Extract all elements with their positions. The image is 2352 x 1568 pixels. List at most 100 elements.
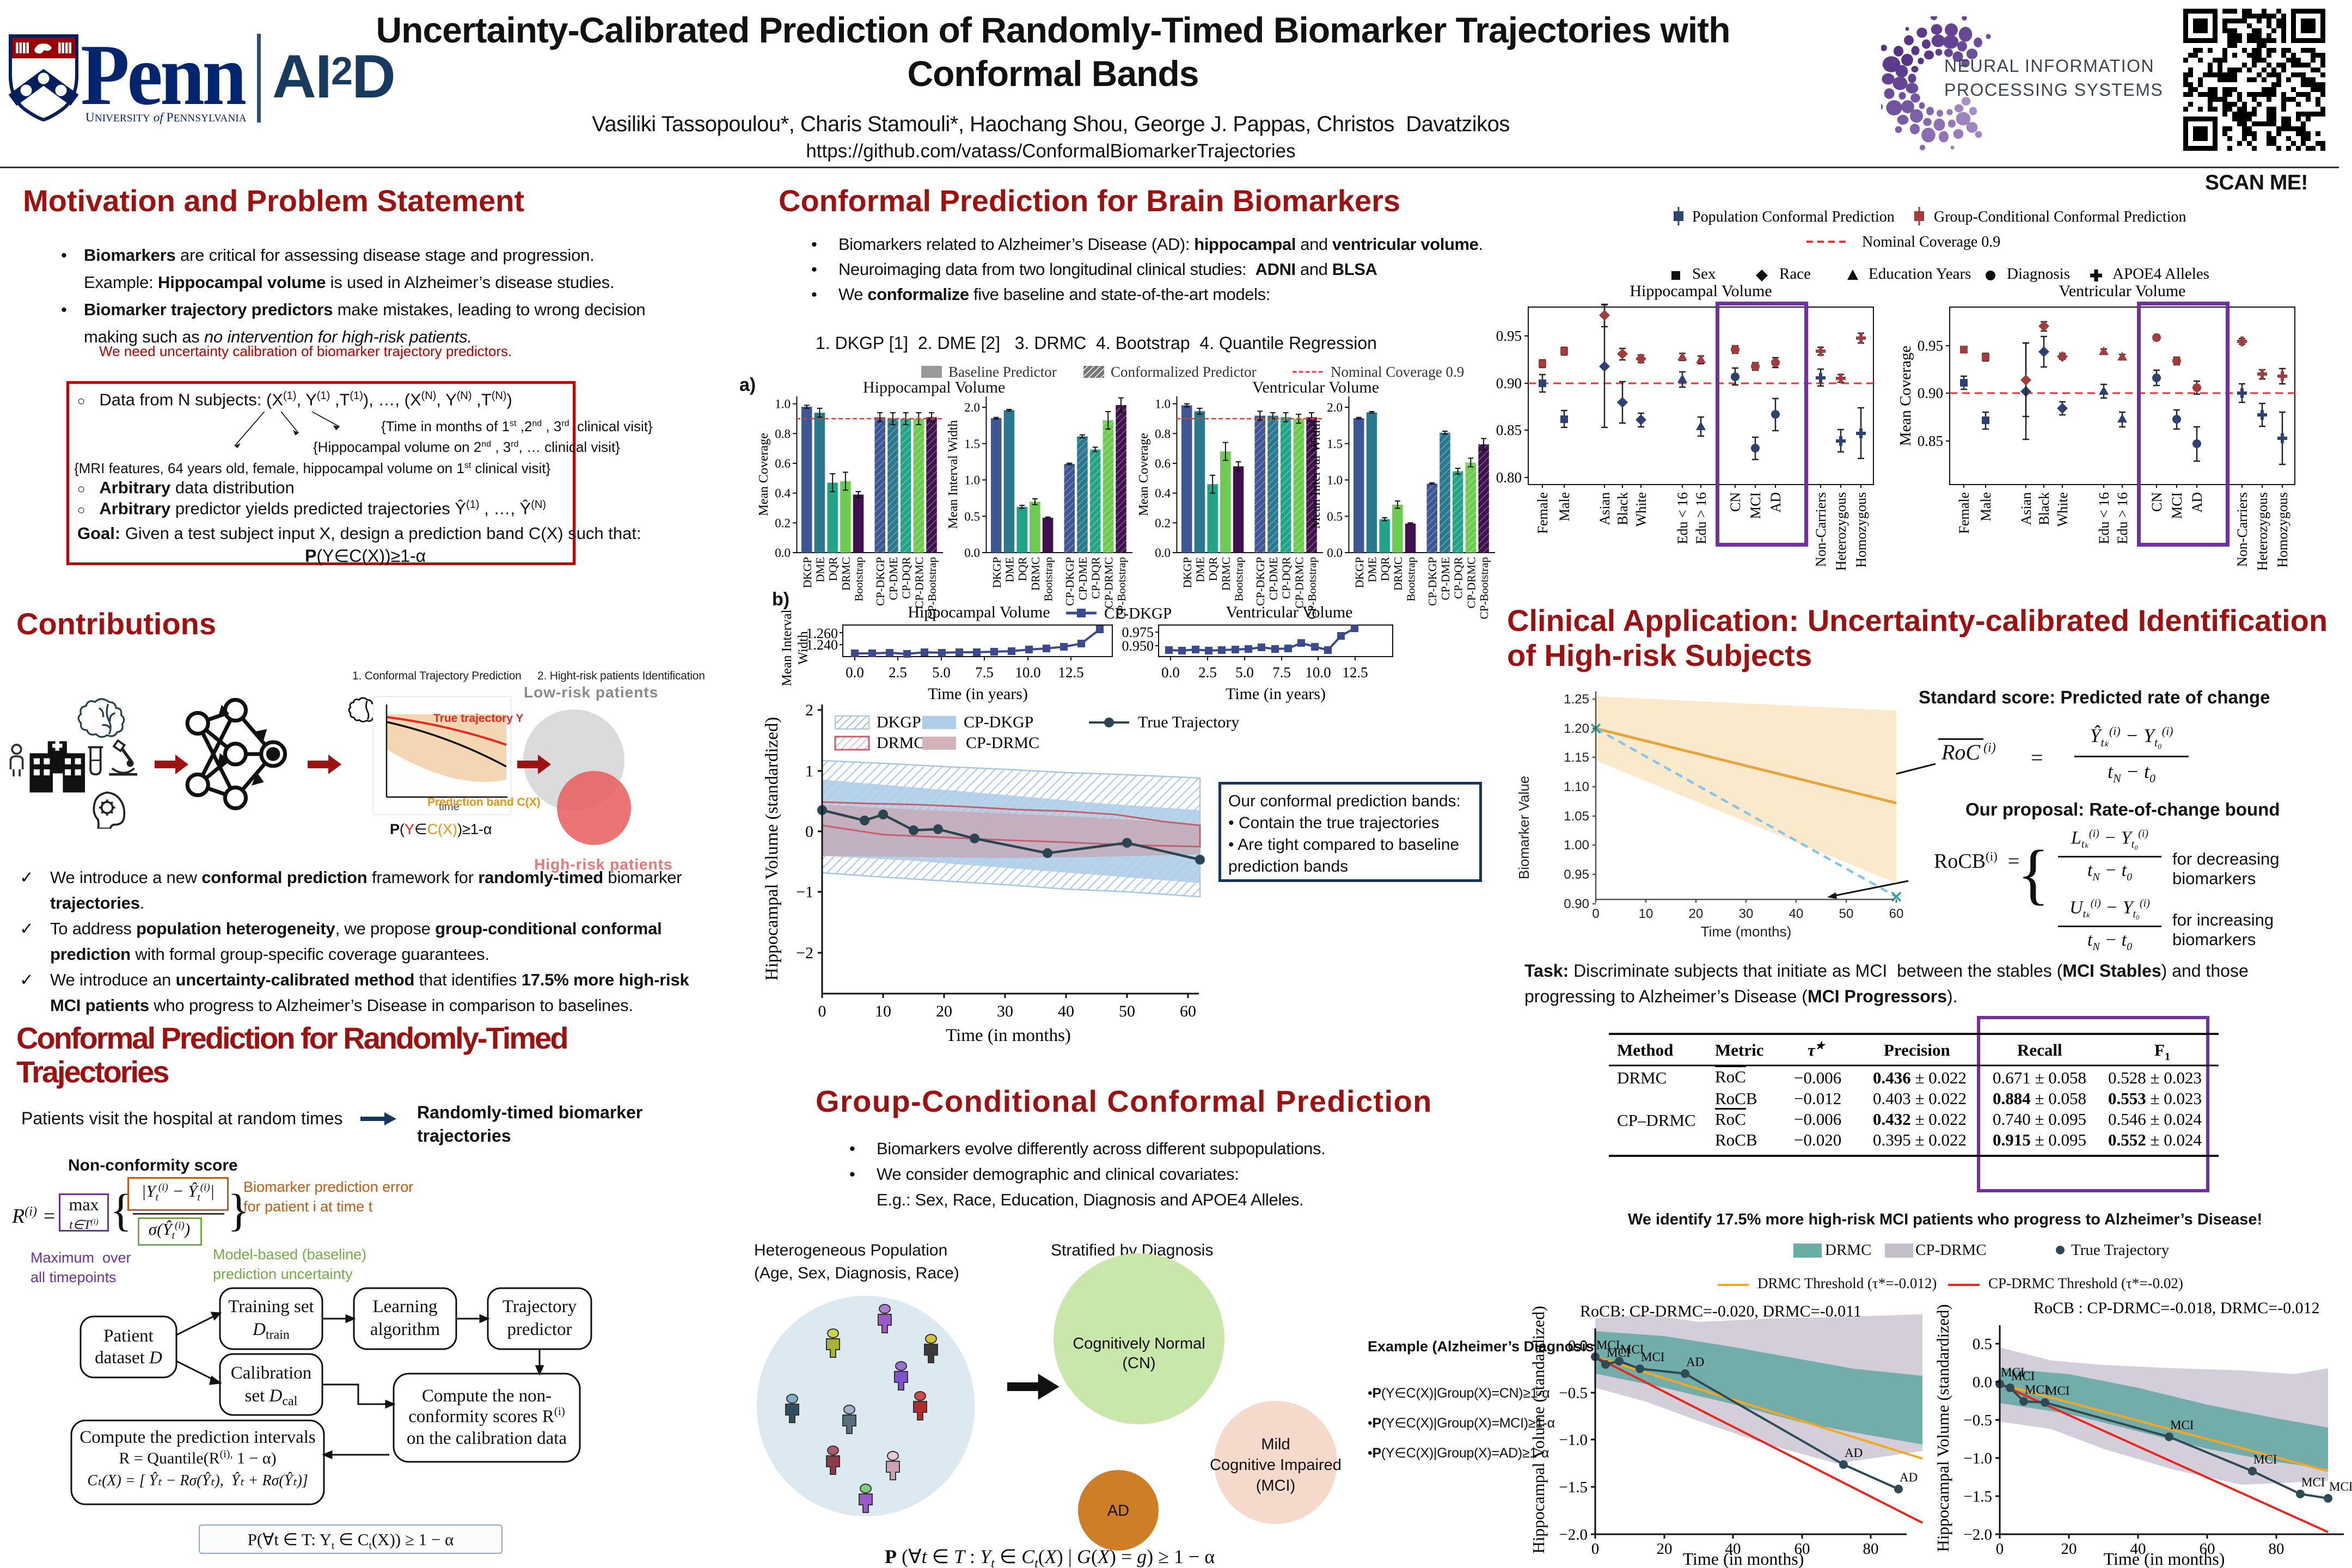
svg-text:CP-Bootstrap: CP-Bootstrap bbox=[1306, 557, 1319, 619]
svg-text:DRMC: DRMC bbox=[1029, 557, 1042, 591]
svg-text:Cₜ(X) = [ Ŷₜ − Rσ(Ŷₜ), Ŷₜ + R: Cₜ(X) = [ Ŷₜ − Rσ(Ŷₜ), Ŷₜ + Rσ(Ŷₜ)] bbox=[87, 1472, 308, 1489]
svg-text:Nominal Coverage 0.9: Nominal Coverage 0.9 bbox=[1331, 364, 1464, 380]
svg-text:Edu < 16: Edu < 16 bbox=[2096, 492, 2112, 544]
svg-text:0.4: 0.4 bbox=[1155, 487, 1171, 500]
svg-text:RoCB : CP-DRMC=-0.018, DRMC=-0: RoCB : CP-DRMC=-0.018, DRMC=-0.012 bbox=[2033, 1299, 2320, 1317]
svg-text:CP-DQR: CP-DQR bbox=[1280, 557, 1293, 599]
svg-text:Time (in years): Time (in years) bbox=[1226, 685, 1326, 703]
svg-text:40: 40 bbox=[1725, 1540, 1741, 1558]
svg-text:F1: F1 bbox=[2154, 1040, 2170, 1063]
svg-text:AD: AD bbox=[1107, 1502, 1129, 1520]
svg-text:Trajectory: Trajectory bbox=[503, 1297, 577, 1316]
svg-text:0.0: 0.0 bbox=[1327, 546, 1343, 560]
svg-text:40: 40 bbox=[1789, 906, 1804, 921]
svg-text:Hippocampal Volume: Hippocampal Volume bbox=[1630, 282, 1772, 300]
svg-text:10: 10 bbox=[875, 1002, 891, 1020]
svg-text:Mean Coverage: Mean Coverage bbox=[1897, 346, 1914, 446]
svg-text:(MCI): (MCI) bbox=[1256, 1477, 1295, 1494]
svg-text:CP-DRMC: CP-DRMC bbox=[1293, 557, 1306, 609]
svg-text:7.5: 7.5 bbox=[975, 664, 994, 681]
svg-text:Time (in months): Time (in months) bbox=[946, 1026, 1071, 1045]
svg-text:Precision: Precision bbox=[1884, 1040, 1950, 1059]
svg-text:MCI: MCI bbox=[1641, 1350, 1664, 1364]
svg-text:1.0: 1.0 bbox=[1327, 474, 1343, 487]
svg-text:on the calibration data: on the calibration data bbox=[407, 1429, 567, 1448]
svg-text:0: 0 bbox=[818, 1002, 826, 1020]
svg-text:1.15: 1.15 bbox=[1564, 750, 1589, 765]
svg-text:20: 20 bbox=[2061, 1540, 2077, 1558]
svg-text:0.671 ± 0.058: 0.671 ± 0.058 bbox=[1993, 1068, 2086, 1087]
svg-text:AD: AD bbox=[1686, 1355, 1704, 1369]
svg-text:0.85: 0.85 bbox=[1918, 433, 1943, 449]
svg-text:2.0: 2.0 bbox=[1327, 401, 1343, 414]
svg-text:Bootstrap: Bootstrap bbox=[1233, 557, 1246, 602]
svg-text:0.0: 0.0 bbox=[1161, 664, 1180, 681]
svg-text:Cognitively Normal: Cognitively Normal bbox=[1073, 1335, 1205, 1352]
svg-text:1: 1 bbox=[805, 762, 813, 780]
svg-text:DQR: DQR bbox=[1206, 557, 1220, 581]
svg-text:RoCB: CP-DRMC=-0.020, DRMC=-0.: RoCB: CP-DRMC=-0.020, DRMC=-0.011 bbox=[1580, 1302, 1861, 1320]
svg-text:CP-DQR: CP-DQR bbox=[900, 557, 913, 599]
svg-text:Group-Conditional Conformal Pr: Group-Conditional Conformal Prediction bbox=[1934, 209, 2186, 225]
svg-text:AD: AD bbox=[2189, 492, 2205, 513]
svg-text:Male: Male bbox=[1557, 492, 1572, 521]
svg-text:DRMC: DRMC bbox=[840, 557, 853, 591]
svg-text:Mean Interval Width: Mean Interval Width bbox=[1309, 420, 1323, 529]
svg-text:0.8: 0.8 bbox=[775, 427, 791, 440]
svg-text:CP-DKGP: CP-DKGP bbox=[964, 713, 1033, 731]
svg-text:AD: AD bbox=[1768, 492, 1784, 513]
svg-text:Black: Black bbox=[1615, 492, 1631, 525]
svg-text:−2.0: −2.0 bbox=[1963, 1526, 1992, 1543]
svg-text:Hippocampal Volume (standardiz: Hippocampal Volume (standardized) bbox=[1933, 1304, 1952, 1552]
svg-text:1.00: 1.00 bbox=[1564, 838, 1589, 853]
svg-text:−1.5: −1.5 bbox=[1559, 1479, 1588, 1496]
svg-text:Mean Coverage: Mean Coverage bbox=[1137, 433, 1151, 516]
svg-text:Male: Male bbox=[1978, 492, 1994, 521]
svg-text:MCI: MCI bbox=[2329, 1480, 2352, 1493]
svg-text:Baseline Predictor: Baseline Predictor bbox=[948, 364, 1057, 380]
svg-text:1.05: 1.05 bbox=[1564, 809, 1589, 824]
svg-text:White: White bbox=[2055, 492, 2071, 527]
svg-text:CP-DKGP: CP-DKGP bbox=[1104, 605, 1172, 622]
svg-text:Time (in months): Time (in months) bbox=[1683, 1549, 1804, 1568]
svg-text:0.975: 0.975 bbox=[1122, 624, 1154, 640]
svg-text:dataset D: dataset D bbox=[95, 1348, 162, 1368]
svg-text:−0.5: −0.5 bbox=[1963, 1412, 1992, 1429]
svg-text:0.5: 0.5 bbox=[1327, 510, 1343, 523]
svg-text:0.403 ± 0.022: 0.403 ± 0.022 bbox=[1873, 1089, 1967, 1108]
svg-text:MCI: MCI bbox=[1596, 1338, 1620, 1352]
svg-text:CP-Bootstrap: CP-Bootstrap bbox=[926, 557, 939, 619]
svg-text:CP-Bootstrap: CP-Bootstrap bbox=[1478, 557, 1491, 619]
svg-text:0.436 ± 0.022: 0.436 ± 0.022 bbox=[1873, 1068, 1967, 1087]
svg-text:Asian: Asian bbox=[2018, 492, 2034, 525]
svg-text:Homozygous: Homozygous bbox=[1853, 492, 1869, 568]
svg-text:Mean Coverage: Mean Coverage bbox=[757, 433, 771, 516]
svg-text:MCI: MCI bbox=[2011, 1369, 2035, 1383]
svg-text:Time (months): Time (months) bbox=[1701, 923, 1792, 940]
svg-text:MCI: MCI bbox=[2001, 1365, 2024, 1379]
svg-text:0.8: 0.8 bbox=[1155, 427, 1171, 440]
svg-text:10.0: 10.0 bbox=[1305, 664, 1331, 681]
svg-text:DKGP: DKGP bbox=[1353, 557, 1366, 588]
svg-text:Patient: Patient bbox=[103, 1326, 154, 1346]
svg-text:Nominal Coverage 0.9: Nominal Coverage 0.9 bbox=[1862, 234, 2000, 250]
svg-text:1.0: 1.0 bbox=[1155, 397, 1171, 411]
svg-text:MCI: MCI bbox=[1748, 492, 1763, 519]
svg-text:Homozygous: Homozygous bbox=[2275, 492, 2290, 568]
svg-text:20: 20 bbox=[1689, 906, 1704, 921]
svg-text:0.4: 0.4 bbox=[775, 487, 791, 500]
svg-text:0.95: 0.95 bbox=[1496, 328, 1522, 344]
svg-text:1.5: 1.5 bbox=[964, 437, 980, 451]
svg-text:Ventricular Volume: Ventricular Volume bbox=[2059, 282, 2185, 300]
svg-text:10.0: 10.0 bbox=[1015, 664, 1040, 681]
svg-text:80: 80 bbox=[1863, 1540, 1879, 1558]
svg-text:R = Quantile(R(i), 1 − α): R = Quantile(R(i), 1 − α) bbox=[119, 1448, 276, 1467]
svg-text:0: 0 bbox=[1996, 1540, 2004, 1558]
svg-text:Non-Carriers: Non-Carriers bbox=[1813, 492, 1829, 567]
svg-text:MCI: MCI bbox=[2170, 1418, 2194, 1432]
svg-text:0.546 ± 0.024: 0.546 ± 0.024 bbox=[2108, 1110, 2202, 1129]
svg-text:−1.5: −1.5 bbox=[1963, 1488, 1992, 1505]
svg-text:Mean Interval: Mean Interval bbox=[780, 609, 794, 686]
svg-text:20: 20 bbox=[936, 1002, 952, 1020]
svg-text:algorithm: algorithm bbox=[370, 1320, 440, 1339]
